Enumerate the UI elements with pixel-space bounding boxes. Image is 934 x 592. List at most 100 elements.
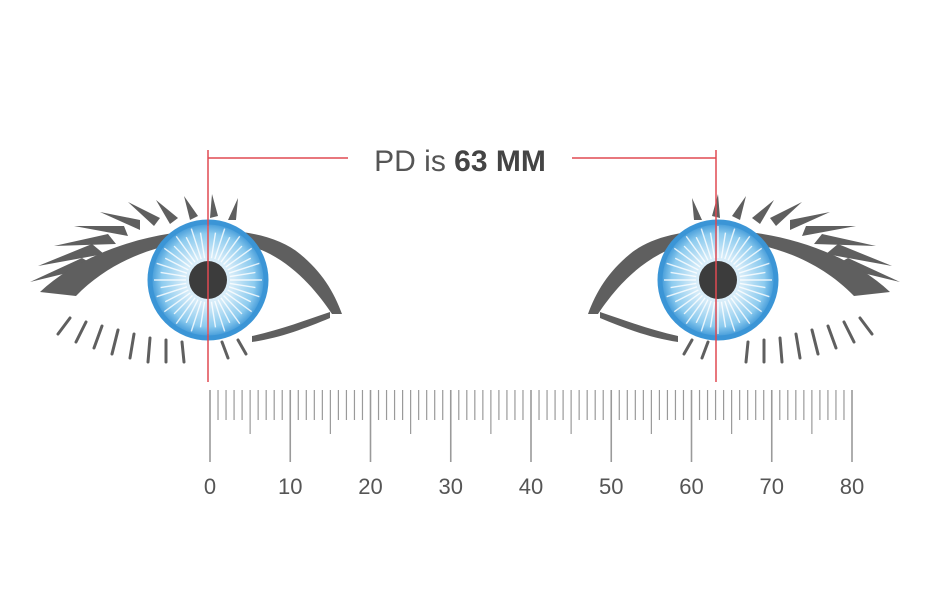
iris-ray: [199, 301, 206, 328]
ruler: 0 10 20 30 40 50 60 70 80: [204, 390, 864, 499]
iris-ray: [673, 247, 701, 268]
left-iris-texture: [154, 226, 262, 334]
iris-ray: [217, 236, 231, 261]
ruler-label: 20: [358, 474, 382, 499]
iris-ray: [738, 262, 770, 274]
iris-ray: [683, 295, 703, 315]
iris-ray: [190, 228, 202, 260]
ruler-label: 10: [278, 474, 302, 499]
iris-ray: [730, 297, 751, 325]
iris-ray: [720, 232, 727, 259]
iris-ray: [683, 245, 703, 265]
iris-ray: [156, 262, 188, 274]
iris-ray: [175, 235, 196, 263]
iris-ray: [173, 245, 193, 265]
iris-ray: [666, 262, 698, 274]
iris-ray: [730, 235, 751, 263]
iris-ray: [724, 300, 736, 332]
pd-label: PD is 63 MM: [374, 145, 546, 178]
iris-ray: [210, 232, 217, 259]
iris-ray: [685, 235, 706, 263]
right-eye-lashes-upper: [692, 194, 900, 282]
iris-ray: [735, 292, 763, 313]
measure-lines: [207, 150, 717, 382]
iris-ray: [164, 289, 189, 303]
iris-ray: [670, 282, 697, 289]
pd-value: 63 MM: [454, 145, 546, 178]
iris-ray: [739, 271, 766, 278]
right-eye-icon: [588, 194, 900, 364]
iris-ray: [220, 235, 241, 263]
ruler-label: 50: [599, 474, 623, 499]
iris-ray: [674, 289, 699, 303]
iris-ray: [214, 228, 226, 260]
iris-ray: [700, 228, 712, 260]
iris-ray: [735, 247, 763, 268]
iris-ray: [733, 245, 753, 265]
iris-ray: [720, 301, 727, 328]
iris-ray: [225, 292, 253, 313]
iris-ray: [217, 299, 231, 324]
iris-ray: [666, 286, 698, 298]
right-eye-upper-lid: [588, 230, 890, 314]
ruler-label: 70: [760, 474, 784, 499]
iris-ray: [214, 300, 226, 332]
iris-ray: [163, 292, 191, 313]
iris-ray: [228, 262, 260, 274]
ruler-label: 80: [840, 474, 864, 499]
right-iris-texture: [664, 226, 772, 334]
iris-ray: [695, 236, 709, 261]
left-eye-icon: [30, 194, 342, 364]
right-eye-lower-lid: [600, 312, 678, 342]
iris-ray: [163, 247, 191, 268]
iris-ray: [227, 257, 252, 271]
ruler-label: 40: [519, 474, 543, 499]
right-eye-lashes-lower: [682, 316, 874, 364]
iris-ray: [190, 300, 202, 332]
iris-ray: [223, 295, 243, 315]
right-pupil: [699, 261, 737, 299]
iris-ray: [160, 271, 187, 278]
iris-ray: [227, 289, 252, 303]
iris-ray: [700, 300, 712, 332]
left-eye-lower-lid: [252, 312, 330, 342]
iris-ray: [695, 299, 709, 324]
iris-ray: [674, 257, 699, 271]
iris-ray: [670, 271, 697, 278]
iris-ray: [223, 245, 243, 265]
iris-ray: [160, 282, 187, 289]
iris-ray: [156, 286, 188, 298]
pd-label-prefix: PD is: [374, 145, 454, 178]
iris-ray: [739, 282, 766, 289]
iris-ray: [709, 301, 716, 328]
iris-ray: [173, 295, 193, 315]
iris-ray: [229, 271, 256, 278]
iris-ray: [228, 286, 260, 298]
left-eye-upper-lid: [40, 230, 342, 314]
iris-ray: [210, 301, 217, 328]
iris-ray: [724, 228, 736, 260]
left-eye-lashes-upper: [30, 194, 238, 282]
iris-ray: [737, 257, 762, 271]
iris-ray: [733, 295, 753, 315]
iris-ray: [185, 236, 199, 261]
iris-ray: [229, 282, 256, 289]
ruler-label: 60: [679, 474, 703, 499]
iris-ray: [175, 297, 196, 325]
iris-ray: [164, 257, 189, 271]
iris-ray: [225, 247, 253, 268]
iris-ray: [199, 232, 206, 259]
iris-ray: [673, 292, 701, 313]
iris-ray: [738, 286, 770, 298]
iris-ray: [727, 236, 741, 261]
iris-ray: [709, 232, 716, 259]
iris-ray: [737, 289, 762, 303]
left-eye-lashes-lower: [56, 316, 248, 364]
iris-ray: [727, 299, 741, 324]
iris-ray: [220, 297, 241, 325]
ruler-label: 30: [439, 474, 463, 499]
iris-ray: [685, 297, 706, 325]
ruler-label: 0: [204, 474, 216, 499]
